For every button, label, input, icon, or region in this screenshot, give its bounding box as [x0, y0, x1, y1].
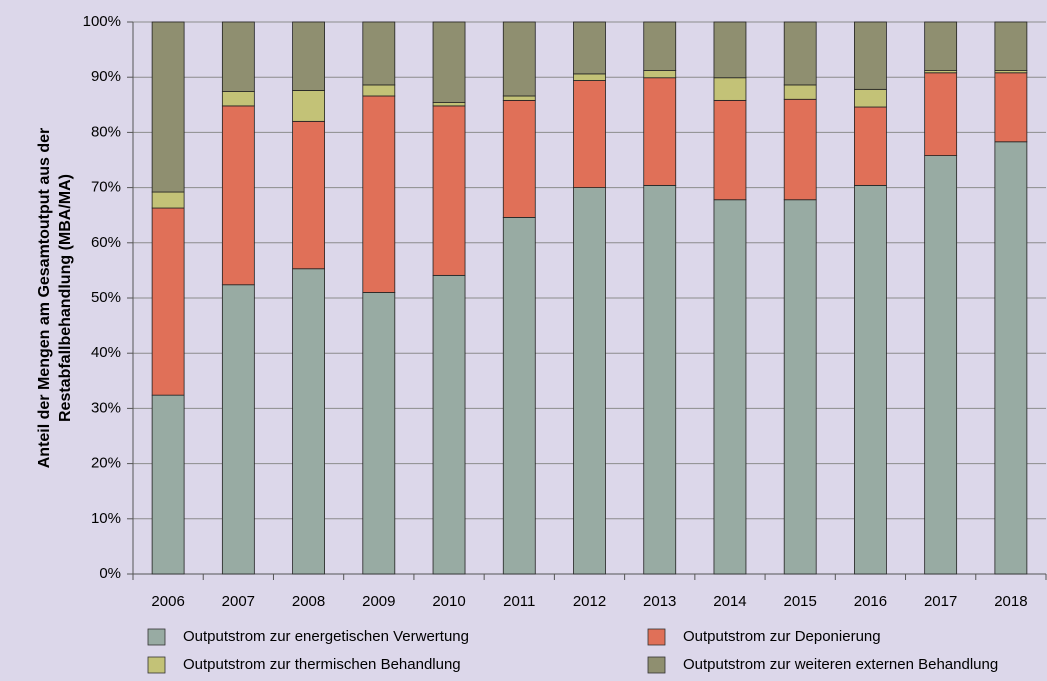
bar-segment: [151, 394, 185, 575]
y-tick-label: 50%: [91, 289, 121, 306]
bar-segment: [221, 21, 255, 92]
x-tick-label: 2006: [151, 593, 184, 610]
bar-segment: [221, 284, 255, 575]
bar-segment: [502, 217, 536, 575]
bar-segment: [854, 88, 887, 108]
x-tick-label: 2010: [432, 593, 465, 610]
bar-segment: [994, 141, 1028, 575]
bar-segment: [994, 21, 1028, 71]
y-tick-label: 10%: [91, 510, 121, 527]
bar-segment: [713, 199, 747, 575]
bar-segment: [432, 21, 466, 103]
bar-segment: [292, 268, 325, 575]
bar-segment: [292, 120, 325, 270]
bar-segment: [643, 70, 677, 79]
legend-swatch: [647, 656, 666, 674]
x-tick-label: 2012: [573, 593, 606, 610]
y-tick-label: 70%: [91, 179, 121, 196]
legend-swatch: [147, 628, 166, 646]
y-tick-label: 40%: [91, 344, 121, 361]
bar-segment: [362, 95, 396, 293]
bar-segment: [432, 274, 466, 575]
legend-swatch: [647, 628, 666, 646]
bar-segment: [362, 21, 396, 86]
bar-segment: [924, 155, 958, 575]
legend-label: Outputstrom zur Deponierung: [683, 628, 881, 645]
legend-label: Outputstrom zur thermischen Behandlung: [183, 656, 461, 673]
bar-segment: [221, 105, 255, 286]
y-axis-label: Anteil der Mengen am Gesamtoutput aus de…: [36, 128, 53, 469]
bar-segment: [151, 191, 185, 209]
bar-segment: [924, 21, 958, 71]
bar-segment: [854, 184, 887, 575]
x-tick-label: 2011: [503, 593, 535, 610]
y-tick-label: 20%: [91, 455, 121, 472]
bar-segment: [854, 21, 887, 90]
x-tick-label: 2009: [362, 593, 395, 610]
x-tick-label: 2017: [924, 593, 957, 610]
bar-segment: [783, 84, 817, 100]
x-tick-label: 2008: [292, 593, 325, 610]
bar-segment: [432, 105, 466, 276]
x-tick-label: 2016: [854, 593, 887, 610]
bar-segment: [643, 184, 677, 575]
bar-segment: [573, 80, 606, 188]
bar-segment: [783, 199, 817, 575]
bar-segment: [573, 73, 606, 81]
bar-segment: [783, 98, 817, 201]
y-tick-label: 80%: [91, 123, 121, 140]
bar-segment: [362, 292, 396, 575]
y-tick-label: 90%: [91, 68, 121, 85]
bar-segment: [502, 95, 536, 101]
bar-segment: [573, 187, 606, 575]
bar-segment: [151, 207, 185, 396]
bar-segment: [643, 77, 677, 186]
bar-segment: [713, 77, 747, 101]
y-axis-label: Restabfallbehandlung (MBA/MA): [57, 174, 74, 422]
y-tick-label: 100%: [83, 13, 121, 30]
y-tick-label: 0%: [99, 565, 121, 582]
x-tick-label: 2014: [713, 593, 746, 610]
x-tick-label: 2018: [994, 593, 1027, 610]
y-tick-label: 60%: [91, 234, 121, 251]
bar-segment: [502, 21, 536, 97]
bar-segment: [502, 99, 536, 218]
bar-segment: [713, 99, 747, 201]
bar-segment: [994, 72, 1028, 143]
bar-segment: [151, 21, 185, 193]
bar-segment: [292, 21, 325, 91]
bar-segment: [292, 90, 325, 122]
bar-segment: [783, 21, 817, 86]
bar-segment: [713, 21, 747, 79]
bar-segment: [221, 91, 255, 107]
x-tick-label: 2007: [222, 593, 255, 610]
x-tick-label: 2013: [643, 593, 676, 610]
legend-label: Outputstrom zur weiteren externen Behand…: [683, 656, 998, 673]
y-tick-label: 30%: [91, 399, 121, 416]
bar-segment: [854, 106, 887, 186]
legend-swatch: [147, 656, 166, 674]
bar-segment: [643, 21, 677, 71]
legend-label: Outputstrom zur energetischen Verwertung: [183, 628, 469, 645]
bar-segment: [573, 21, 606, 75]
bar-segment: [924, 72, 958, 156]
bar-segment: [362, 84, 396, 97]
bar-segment: [432, 102, 466, 107]
x-tick-label: 2015: [784, 593, 817, 610]
